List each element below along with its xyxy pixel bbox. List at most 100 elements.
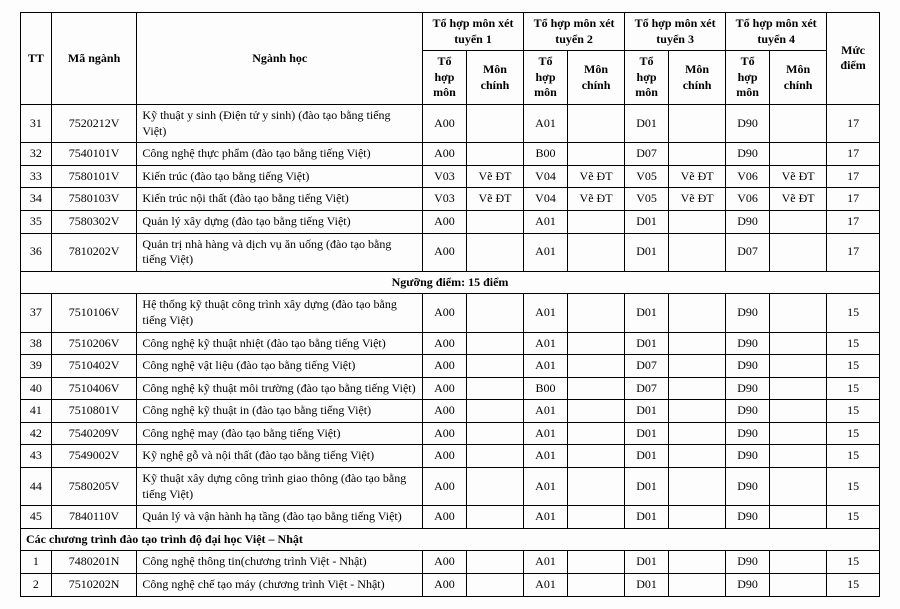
cell-mc: Vẽ ĐT [669, 188, 726, 211]
cell-thm: A00 [423, 332, 467, 355]
cell-mc [466, 332, 523, 355]
cell-mc: Vẽ ĐT [466, 188, 523, 211]
cell-tt: 35 [21, 210, 52, 233]
col-mc-2: Môn chính [567, 51, 624, 105]
table-row: 367810202VQuản trị nhà hàng và dịch vụ ă… [21, 233, 880, 271]
cell-thm: D07 [625, 377, 669, 400]
cell-thm: A01 [524, 210, 568, 233]
cell-mc [669, 104, 726, 142]
cell-thm: V06 [726, 188, 770, 211]
cell-thm: B00 [524, 377, 568, 400]
table-row: 457840110VQuản lý và vận hành hạ tầng (đ… [21, 506, 880, 529]
cell-code: 7580103V [51, 188, 137, 211]
cell-code: 7520212V [51, 104, 137, 142]
cell-mc [567, 377, 624, 400]
cell-tt: 39 [21, 355, 52, 378]
cell-muc: 15 [827, 355, 880, 378]
cell-name: Công nghệ thông tin(chương trình Việt - … [137, 551, 423, 574]
col-group-2: Tổ hợp môn xét tuyển 2 [524, 13, 625, 51]
cell-mc [770, 233, 827, 271]
cell-thm: D01 [625, 294, 669, 332]
cell-mc [567, 294, 624, 332]
col-nganh-hoc: Ngành học [137, 13, 423, 105]
table-row: 437549002VKỹ nghệ gỗ và nội thất (đào tạ… [21, 445, 880, 468]
cell-thm: D90 [726, 143, 770, 166]
cell-mc: Vẽ ĐT [466, 165, 523, 188]
cell-thm: A00 [423, 506, 467, 529]
cell-muc: 15 [827, 294, 880, 332]
cell-mc [770, 332, 827, 355]
table-row: 17480201NCông nghệ thông tin(chương trìn… [21, 551, 880, 574]
cell-thm: A00 [423, 104, 467, 142]
cell-thm: A00 [423, 377, 467, 400]
cell-thm: A00 [423, 551, 467, 574]
cell-thm: D90 [726, 574, 770, 597]
cell-thm: D07 [726, 233, 770, 271]
col-mc-1: Môn chính [466, 51, 523, 105]
cell-mc [770, 422, 827, 445]
cell-name: Quản lý và vận hành hạ tầng (đào tạo bằn… [137, 506, 423, 529]
cell-tt: 45 [21, 506, 52, 529]
cell-mc [567, 210, 624, 233]
cell-mc [770, 445, 827, 468]
cell-mc [669, 210, 726, 233]
cell-mc [669, 355, 726, 378]
cell-thm: D07 [625, 143, 669, 166]
cell-name: Công nghệ kỹ thuật môi trường (đào tạo b… [137, 377, 423, 400]
cell-mc [466, 574, 523, 597]
cell-code: 7840110V [51, 506, 137, 529]
cell-mc [567, 422, 624, 445]
cell-mc [567, 400, 624, 423]
cell-mc [669, 143, 726, 166]
cell-mc [669, 233, 726, 271]
cell-code: 7510106V [51, 294, 137, 332]
cell-thm: D01 [625, 506, 669, 529]
cell-thm: D90 [726, 506, 770, 529]
cell-thm: D01 [625, 574, 669, 597]
cell-tt: 1 [21, 551, 52, 574]
cell-thm: V03 [423, 188, 467, 211]
cell-thm: D01 [625, 210, 669, 233]
cell-thm: D90 [726, 377, 770, 400]
cell-tt: 44 [21, 468, 52, 506]
cell-code: 7580302V [51, 210, 137, 233]
cell-mc [567, 506, 624, 529]
cell-thm: A00 [423, 445, 467, 468]
cell-name: Quản lý xây dựng (đào tạo bằng tiếng Việ… [137, 210, 423, 233]
cell-mc [567, 468, 624, 506]
cell-code: 7540209V [51, 422, 137, 445]
cell-muc: 15 [827, 377, 880, 400]
cell-muc: 15 [827, 506, 880, 529]
cell-mc [669, 377, 726, 400]
admissions-table: TT Mã ngành Ngành học Tổ hợp môn xét tuy… [20, 12, 880, 597]
cell-thm: A01 [524, 551, 568, 574]
cell-mc [669, 506, 726, 529]
cell-mc [669, 422, 726, 445]
col-thm-2: Tổ hợp môn [524, 51, 568, 105]
cell-mc [770, 104, 827, 142]
cell-thm: B00 [524, 143, 568, 166]
cell-thm: D90 [726, 210, 770, 233]
col-tt: TT [21, 13, 52, 105]
cell-mc: Vẽ ĐT [669, 165, 726, 188]
cell-thm: D01 [625, 551, 669, 574]
cell-thm: V04 [524, 188, 568, 211]
cell-mc [770, 210, 827, 233]
table-row: 27510202NCông nghệ chế tạo máy (chương t… [21, 574, 880, 597]
cell-mc [466, 468, 523, 506]
cell-muc: 17 [827, 188, 880, 211]
cell-thm: D07 [625, 355, 669, 378]
col-thm-3: Tổ hợp môn [625, 51, 669, 105]
cell-mc [567, 143, 624, 166]
cell-muc: 17 [827, 233, 880, 271]
cell-mc [466, 377, 523, 400]
cell-muc: 15 [827, 445, 880, 468]
cell-thm: D90 [726, 422, 770, 445]
cell-thm: A01 [524, 104, 568, 142]
cell-mc: Vẽ ĐT [567, 165, 624, 188]
cell-tt: 43 [21, 445, 52, 468]
cell-muc: 15 [827, 574, 880, 597]
cell-thm: A01 [524, 468, 568, 506]
cell-mc [770, 143, 827, 166]
cell-tt: 31 [21, 104, 52, 142]
